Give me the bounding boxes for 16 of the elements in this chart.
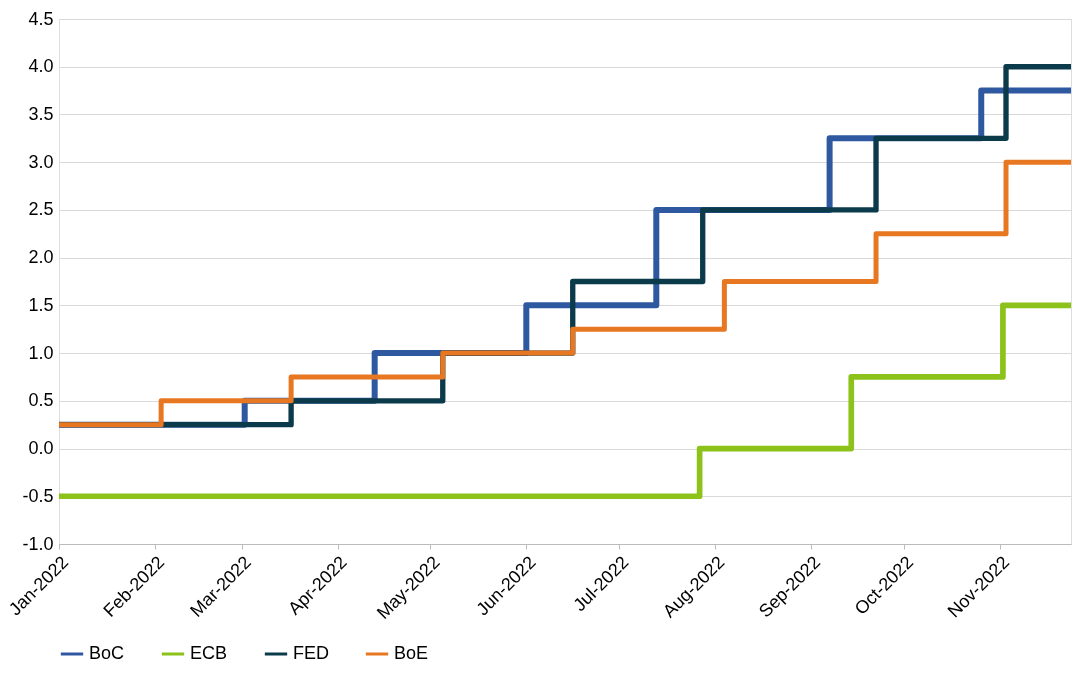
y-tick-label: 2.0 (28, 247, 54, 268)
legend-label: BoC (89, 643, 125, 663)
y-tick-label: 1.5 (28, 294, 54, 315)
y-tick-label: 3.5 (28, 103, 54, 124)
y-tick-label: 4.5 (28, 8, 54, 29)
legend-label: FED (293, 643, 329, 663)
y-tick-label: 2.5 (28, 199, 54, 220)
y-tick-label: 3.0 (28, 151, 54, 172)
legend-label: ECB (190, 643, 228, 663)
y-tick-label: 0.0 (28, 438, 54, 459)
y-tick-label: 0.5 (28, 390, 54, 411)
y-tick-label: -0.5 (22, 485, 54, 506)
y-tick-label: 4.0 (28, 56, 54, 77)
y-tick-label: 1.0 (28, 342, 54, 363)
legend-label: BoE (394, 643, 429, 663)
y-tick-label: -1.0 (22, 533, 54, 554)
